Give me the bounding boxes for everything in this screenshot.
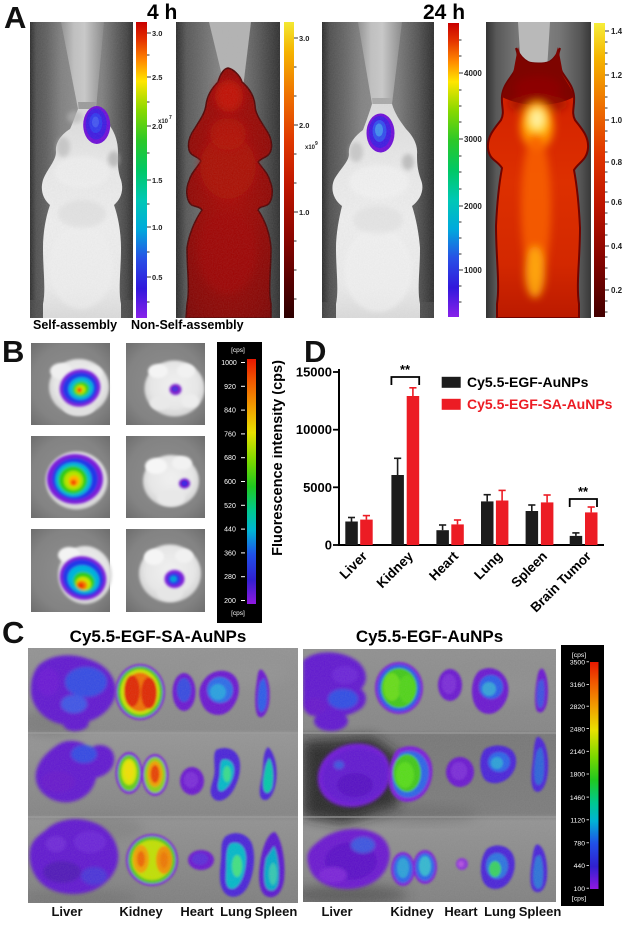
svg-text:780: 780	[574, 841, 586, 848]
svg-text:Liver: Liver	[337, 548, 371, 582]
svg-text:4000: 4000	[464, 69, 482, 78]
svg-text:1.0: 1.0	[152, 223, 162, 232]
svg-text:3000: 3000	[464, 135, 482, 144]
svg-text:1.0: 1.0	[611, 116, 623, 125]
svg-text:1000: 1000	[464, 266, 482, 275]
svg-text:1800: 1800	[570, 772, 585, 779]
svg-text:x10: x10	[158, 119, 169, 125]
svg-text:[cps]: [cps]	[231, 610, 245, 617]
svg-text:Fluorescence intensity (cps): Fluorescence intensity (cps)	[272, 360, 286, 556]
svg-text:1460: 1460	[570, 795, 585, 802]
svg-text:520: 520	[224, 503, 236, 510]
svg-text:[cps]: [cps]	[572, 896, 586, 903]
svg-text:440: 440	[224, 527, 236, 534]
svg-text:[cps]: [cps]	[572, 652, 586, 659]
svg-text:7: 7	[169, 115, 172, 121]
svg-text:440: 440	[574, 863, 586, 870]
svg-text:2.5: 2.5	[152, 73, 162, 82]
svg-text:x10: x10	[305, 145, 316, 151]
svg-text:600: 600	[224, 479, 236, 486]
svg-text:15000: 15000	[296, 365, 332, 380]
svg-text:3500: 3500	[570, 660, 585, 667]
svg-text:0.4: 0.4	[611, 242, 623, 251]
svg-text:680: 680	[224, 455, 236, 462]
svg-text:1.0: 1.0	[299, 208, 309, 217]
svg-text:760: 760	[224, 431, 236, 438]
svg-text:920: 920	[224, 384, 236, 391]
svg-text:Cy5.5-EGF-AuNPs: Cy5.5-EGF-AuNPs	[467, 374, 589, 390]
svg-text:840: 840	[224, 408, 236, 415]
svg-text:Cy5.5-EGF-SA-AuNPs: Cy5.5-EGF-SA-AuNPs	[467, 396, 613, 412]
svg-text:0.5: 0.5	[152, 273, 162, 282]
svg-text:360: 360	[224, 550, 236, 557]
svg-text:1000: 1000	[221, 360, 237, 367]
svg-text:2.0: 2.0	[299, 121, 309, 130]
svg-text:**: **	[400, 362, 411, 377]
svg-text:2820: 2820	[570, 704, 585, 711]
svg-text:Spleen: Spleen	[508, 549, 550, 591]
svg-text:[cps]: [cps]	[231, 347, 245, 354]
svg-text:2480: 2480	[570, 726, 585, 733]
svg-text:2140: 2140	[570, 749, 585, 756]
svg-text:0.2: 0.2	[611, 286, 623, 295]
svg-text:**: **	[578, 484, 589, 499]
svg-text:0.6: 0.6	[611, 198, 623, 207]
svg-text:280: 280	[224, 574, 236, 581]
svg-text:1.5: 1.5	[152, 176, 162, 185]
svg-text:Heart: Heart	[426, 548, 461, 583]
svg-text:1120: 1120	[570, 818, 585, 825]
svg-text:3160: 3160	[570, 682, 585, 689]
svg-text:100: 100	[574, 886, 586, 893]
svg-text:9: 9	[315, 141, 318, 147]
svg-text:Lung: Lung	[471, 549, 505, 583]
svg-text:Kidney: Kidney	[374, 548, 417, 591]
svg-text:3.0: 3.0	[299, 34, 309, 43]
svg-text:1.2: 1.2	[611, 71, 623, 80]
svg-text:5000: 5000	[303, 480, 332, 495]
svg-text:0: 0	[325, 538, 332, 553]
svg-text:10000: 10000	[296, 422, 332, 437]
svg-text:3.0: 3.0	[152, 29, 162, 38]
svg-text:0.8: 0.8	[611, 158, 623, 167]
svg-text:2.0: 2.0	[152, 122, 162, 131]
svg-text:1.4: 1.4	[611, 27, 623, 36]
svg-text:200: 200	[224, 598, 236, 605]
svg-text:2000: 2000	[464, 202, 482, 211]
